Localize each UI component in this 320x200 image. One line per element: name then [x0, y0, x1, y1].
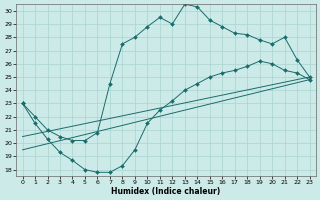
X-axis label: Humidex (Indice chaleur): Humidex (Indice chaleur) [111, 187, 221, 196]
